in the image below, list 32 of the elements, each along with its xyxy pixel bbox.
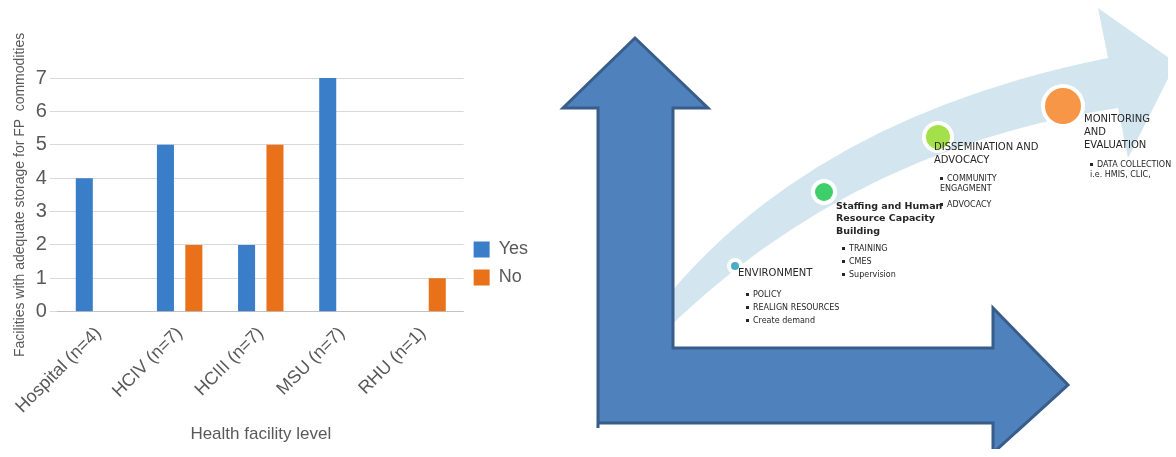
bar [75,178,93,312]
y-tick-label: 1 [35,265,47,288]
text: MONITORING AND EVALUATION [1084,113,1151,150]
y-tick-label: 6 [35,98,47,121]
y-tick-label: 4 [35,165,47,188]
text: Supervision [849,270,896,279]
text: TRAINING [849,244,888,253]
y-tick-label: 2 [35,232,47,255]
text: POLICY [753,290,782,299]
bar [185,244,203,312]
y-tick-label: 5 [35,132,47,155]
text: ADVOCACY [947,200,992,209]
bar [156,144,174,312]
y-tick-label: 7 [35,65,47,88]
legend-label: No [498,266,522,287]
text: Staffing and Human Resource Capacity Building [836,200,943,236]
text: Create demand [753,316,815,325]
text: REALIGN RESOURCES [753,303,840,312]
bar [319,78,337,312]
text: COMMUNITY ENGAGMENT [940,174,997,194]
bar [238,244,256,312]
y-tick-label: 3 [35,199,47,222]
bar [266,144,284,312]
bar [428,278,446,312]
text: ENVIRONMENT [738,267,813,278]
text: CMES [849,257,872,266]
y-tick-label: 0 [35,299,47,322]
y-axis-title: Facilities with adequate storage for FP commodities [11,32,28,357]
legend-label: Yes [498,238,529,259]
x-axis-title: Health facility level [190,424,332,444]
text: DATA COLLECTION i.e. HMIS, CLIC, [1090,160,1172,180]
text: DISSEMINATION AND ADVOCACY [934,141,1039,165]
